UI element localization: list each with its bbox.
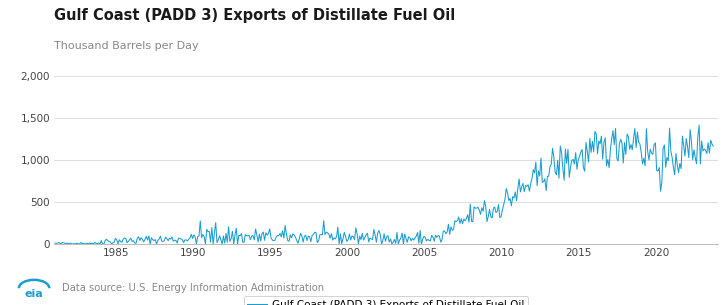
Text: Data source: U.S. Energy Information Administration: Data source: U.S. Energy Information Adm… bbox=[62, 283, 324, 293]
Text: Thousand Barrels per Day: Thousand Barrels per Day bbox=[54, 41, 199, 51]
Text: eia: eia bbox=[25, 289, 44, 299]
Legend: Gulf Coast (PADD 3) Exports of Distillate Fuel Oil: Gulf Coast (PADD 3) Exports of Distillat… bbox=[244, 296, 529, 305]
Text: Gulf Coast (PADD 3) Exports of Distillate Fuel Oil: Gulf Coast (PADD 3) Exports of Distillat… bbox=[54, 8, 455, 23]
